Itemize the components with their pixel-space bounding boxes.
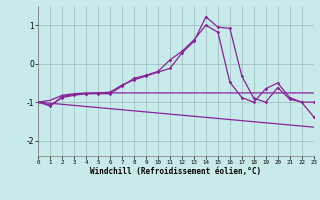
X-axis label: Windchill (Refroidissement éolien,°C): Windchill (Refroidissement éolien,°C) [91,167,261,176]
